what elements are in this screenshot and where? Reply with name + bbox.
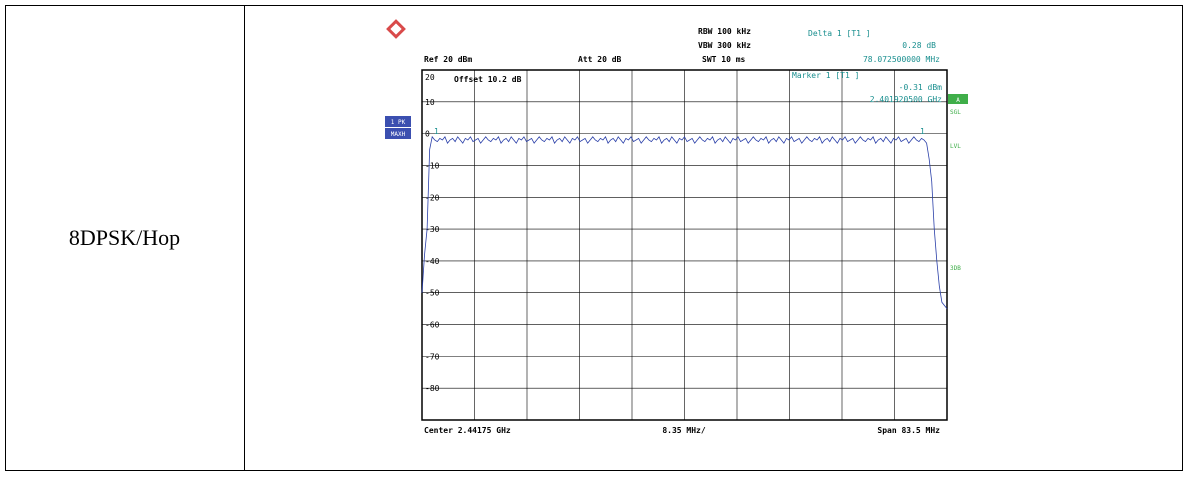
y-tick-label: -80: [425, 384, 440, 393]
y-tick-label: 10: [425, 98, 435, 107]
y-tick-label: -60: [425, 321, 440, 330]
mode-label: 8DPSK/Hop: [68, 225, 181, 250]
y-tick-label: -70: [425, 352, 440, 361]
side-a-label: A: [956, 97, 960, 104]
y-tick-label: -10: [425, 161, 440, 170]
swt-setting: SWT 10 ms: [702, 55, 746, 64]
side-sgl-label: SGL: [950, 109, 961, 116]
trace-label-1: 1 PK: [391, 119, 406, 126]
offset-label: Offset 10.2 dB: [454, 75, 522, 84]
rs-logo: [386, 19, 406, 39]
y-tick-label: -50: [425, 289, 440, 298]
center-frequency: Center 2.44175 GHz: [424, 426, 511, 435]
y-tick-label: -30: [425, 225, 440, 234]
table-outline: [5, 5, 1183, 471]
side-lvl-label: LVL: [950, 143, 961, 150]
y-tick-label: -20: [425, 193, 440, 202]
side-3db-label: 3DB: [950, 265, 961, 272]
vbw-setting: VBW 300 kHz: [698, 41, 751, 50]
marker-level: -0.31 dBm: [899, 83, 943, 92]
marker-frequency: 2.401920500 GHz: [870, 95, 942, 104]
trace-label-2: MAXH: [391, 131, 406, 138]
span: Span 83.5 MHz: [877, 426, 940, 435]
marker-title: Marker 1 [T1 ]: [792, 71, 859, 80]
side-a-box: [948, 94, 968, 104]
delta-frequency: 78.072500000 MHz: [863, 55, 940, 64]
marker-number-right: 1: [920, 127, 925, 136]
spectrum-analyzer-screenshot: Ref 20 dBm Att 20 dB RBW 100 kHz VBW 300…: [385, 19, 968, 435]
delta-title: Delta 1 [T1 ]: [808, 29, 871, 38]
ref-level: Ref 20 dBm: [424, 55, 472, 64]
y-tick-label: 20: [425, 73, 435, 82]
rbw-setting: RBW 100 kHz: [698, 27, 751, 36]
y-tick-label: -40: [425, 257, 440, 266]
trace-label-box-2: [385, 128, 411, 139]
per-division: 8.35 MHz/: [662, 426, 706, 435]
marker-number-left: 1: [434, 127, 439, 136]
table-divider: [244, 5, 245, 471]
spectrum-trace: [421, 135, 948, 309]
trace-label-box-1: [385, 116, 411, 127]
delta-level: 0.28 dB: [902, 41, 936, 50]
y-tick-label: 0: [425, 130, 430, 139]
attenuation: Att 20 dB: [578, 55, 622, 64]
